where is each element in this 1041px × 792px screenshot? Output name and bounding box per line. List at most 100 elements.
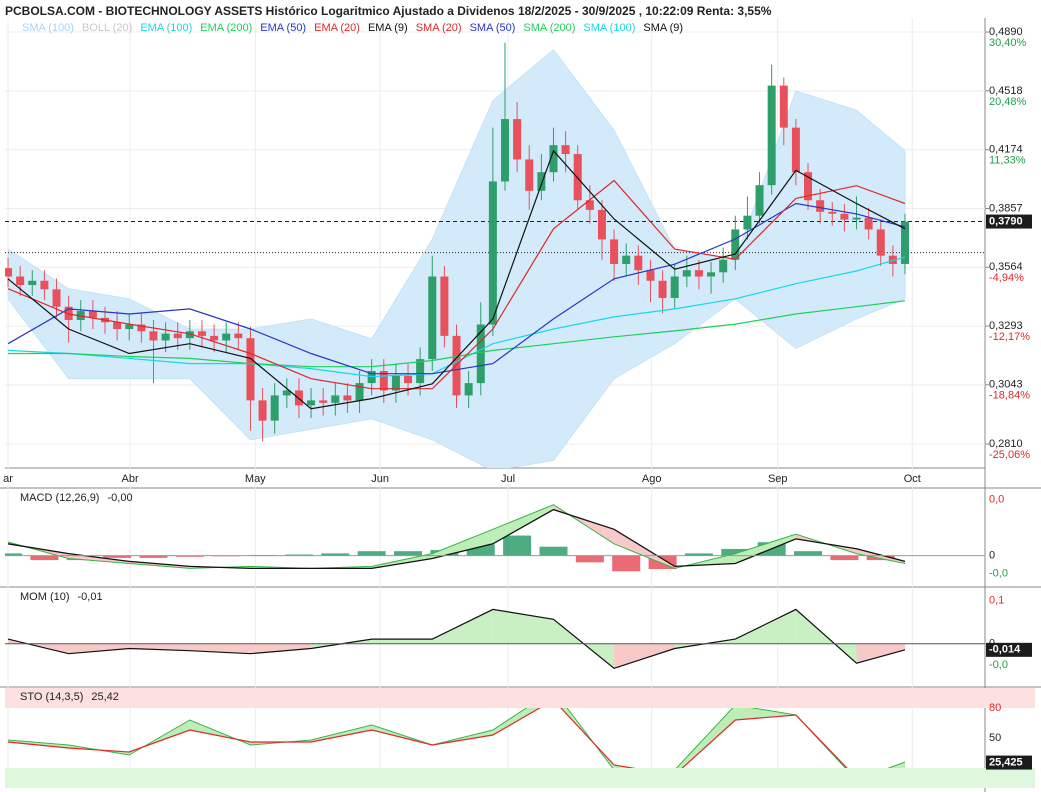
candle-body [428, 276, 437, 360]
candle-body [561, 145, 570, 155]
stochastic-k [7, 689, 906, 781]
moving-average [7, 202, 906, 375]
macd-fill [735, 534, 796, 564]
candle-body [40, 280, 49, 290]
candle-body [258, 400, 267, 421]
momentum-fill [371, 639, 433, 644]
y-tick-label: 0 [989, 550, 995, 562]
candle-body [876, 229, 885, 256]
y-tick-label: -0,0 [989, 567, 1008, 579]
histogram-bar [357, 551, 386, 556]
legend-entry: EMA (50) [260, 22, 306, 34]
candle-body [173, 333, 182, 339]
current-value-box [986, 755, 1032, 770]
y-tick-label: 0,3564 [989, 261, 1023, 273]
candle-body [513, 119, 522, 160]
macd-fill [432, 529, 493, 559]
candle-body [476, 324, 485, 384]
signal-line [7, 508, 906, 570]
histogram-bar [394, 551, 423, 556]
histogram-bar [830, 555, 859, 561]
candle-body [307, 400, 316, 406]
histogram-bar [612, 555, 641, 572]
current-value-box [986, 642, 1032, 657]
candle-body [804, 172, 813, 201]
histogram-bar [503, 535, 532, 556]
candle-body [585, 200, 594, 210]
candle-body [355, 383, 364, 401]
candle-body [610, 239, 619, 264]
candle-body [816, 200, 825, 212]
candle-body [549, 145, 558, 173]
candle-body [319, 400, 328, 403]
candle-body [113, 322, 122, 330]
pane-value: -0,00 [107, 492, 132, 504]
candle-body [246, 338, 255, 401]
histogram-bar [284, 554, 313, 556]
x-tick-label: Sep [768, 473, 788, 485]
legend-entry: EMA (200) [200, 22, 252, 34]
candle-body [488, 181, 497, 325]
y-tick-label: 0,3293 [989, 320, 1023, 332]
moving-average [7, 149, 906, 410]
y-tick-pct: -25,06% [989, 449, 1030, 461]
candle-body [731, 229, 740, 260]
histogram-bar [794, 551, 823, 556]
y-tick-pct: 30,40% [989, 37, 1027, 49]
candle-body [5, 268, 13, 277]
candle-body [404, 375, 413, 384]
candle-body [28, 280, 37, 286]
candle-body [137, 324, 146, 332]
legend-entry: EMA (100) [140, 22, 192, 34]
legend-entry: SMA (20) [416, 22, 462, 34]
candle-body [64, 306, 73, 321]
x-tick-label: Abr [122, 473, 139, 485]
momentum-fill [614, 643, 675, 669]
candle-body [125, 324, 134, 330]
zone-band [5, 688, 1035, 708]
candle-body [767, 85, 776, 186]
current-value-label: -0,014 [989, 644, 1021, 656]
candle-body [779, 85, 788, 128]
current-value-box [986, 214, 1032, 229]
legend-entry: EMA (9) [368, 22, 408, 34]
momentum-fill [735, 609, 796, 644]
candle-body [901, 221, 909, 264]
candle-body [791, 127, 800, 173]
y-tick-pct: -18,84% [989, 390, 1030, 402]
candle-body [440, 276, 449, 336]
candle-body [755, 185, 764, 216]
momentum-fill [432, 609, 493, 644]
candle-body [52, 289, 61, 307]
x-tick-label: Ago [642, 473, 662, 485]
candle-body [464, 383, 473, 396]
candle-body [222, 333, 231, 341]
pane [7, 608, 906, 669]
candle-body [501, 119, 509, 182]
candle-body [597, 209, 606, 240]
y-tick-label: 0,4518 [989, 85, 1023, 97]
candle-body [719, 259, 728, 273]
momentum-fill [856, 643, 905, 664]
pane-title: STO (14,3,5) [20, 691, 83, 703]
candle-body [234, 333, 243, 339]
pane-value: -0,01 [78, 591, 103, 603]
page-title: PCBOLSA.COM - BIOTECHNOLOGY ASSETS Histó… [5, 4, 772, 18]
histogram-bar [539, 546, 568, 556]
current-value-label: 25,425 [989, 756, 1023, 768]
candle-body [743, 215, 752, 230]
candle-body [379, 371, 388, 391]
pane [5, 504, 906, 572]
y-tick-label: 0,2810 [989, 438, 1023, 450]
x-tick-label: Oct [904, 473, 921, 485]
histogram-bar [466, 544, 495, 556]
momentum-fill [250, 643, 312, 654]
candle-body [537, 172, 546, 191]
candle-body [416, 359, 425, 384]
candle-body [646, 270, 655, 281]
current-value-label: 0,3790 [989, 215, 1023, 227]
momentum-fill [68, 643, 130, 654]
moving-average [7, 179, 906, 390]
candle-body [88, 311, 97, 318]
histogram-bar [175, 555, 204, 557]
